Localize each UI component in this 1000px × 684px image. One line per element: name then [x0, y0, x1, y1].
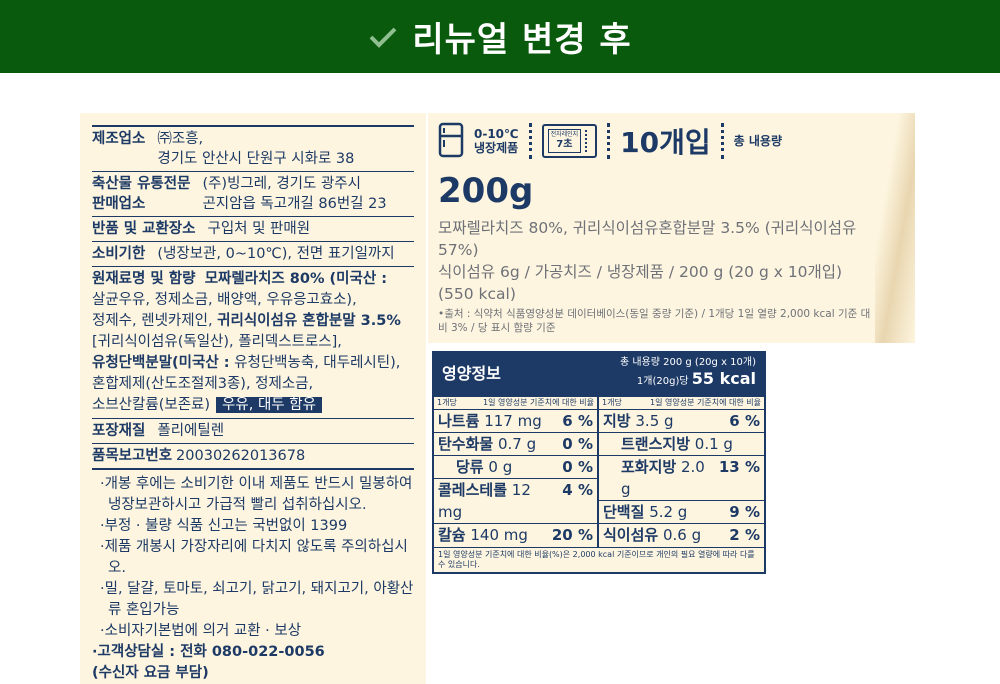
label-panel: 제조업소 ㈜조흥, 경기도 안산시 단원구 시화로 38 축산물 유통전문 판매업소 (주… [80, 113, 426, 684]
label-row: 제조업소 ㈜조흥, 경기도 안산시 단원구 시화로 38 [92, 125, 414, 172]
header-title: 리뉴얼 변경 후 [412, 20, 632, 60]
label-row: 반품 및 교환장소 구입처 및 판매원 [92, 217, 414, 242]
nutrition-table: 영양정보 총 내용량 200 g (20g x 10개) 1개(20g)당 55 … [432, 351, 766, 574]
header-banner: 리뉴얼 변경 후 [0, 0, 1000, 73]
nutrition-subheader: 1개당 1일 영양성분 기준치에 대한 비율 [434, 397, 597, 410]
note-item: ·밀, 달걀, 토마토, 쇠고기, 닭고기, 돼지고기, 아황산류 혼입가능 [100, 581, 414, 618]
nutrition-row: 나트륨 117 mg 6 % [434, 410, 597, 433]
note-item: ·부정 · 불량 식품 신고는 국번없이 1399 [100, 518, 348, 534]
refrigerator-icon [438, 122, 464, 158]
page-fold [875, 113, 915, 343]
note-item: ·개봉 후에는 소비기한 이내 제품도 반드시 밀봉하여 냉장보관하시고 가급적… [100, 476, 413, 513]
nutrition-row: 콜레스테롤 12 mg 4 % [434, 479, 597, 524]
allergen-badge: 우유, 대두 함유 [216, 397, 322, 413]
nutrition-row: 트랜스지방 0.1 g [599, 433, 764, 456]
microwave-icon: 전자레인지 7초 [541, 124, 598, 158]
note-item: ·소비자기본법에 의거 교환 · 보상 [100, 623, 302, 639]
nutrition-row: 포화지방 2.0 g 13 % [599, 456, 764, 501]
report-row: 품목보고번호 20030262013678 [92, 444, 414, 469]
nutrition-subheader: 1개당 1일 영양성분 기준치에 대한 비율 [599, 397, 764, 410]
check-icon [369, 27, 397, 48]
packaging-row: 포장재질 폴리에틸렌 [92, 419, 414, 444]
note-item: ·제품 개봉시 가장자리에 다치지 않도록 주의하십시오. [100, 539, 408, 576]
right-column: 0-10℃ 냉장제품 전자레인지 7초 10개입 총 내용량 200g 모짜렐라치즈… [428, 113, 915, 574]
nutrition-row: 칼슘 140 mg 20 % [438, 526, 593, 544]
notes: ·개봉 후에는 소비기한 이내 제품도 반드시 밀봉하여 냉장보관하시고 가급적… [92, 468, 414, 684]
label-row: 소비기한 (냉장보관, 0~10℃), 전면 표기일까지 [92, 242, 414, 267]
label-row: 축산물 유통전문 판매업소 (주)빙그레, 경기도 광주시 곤지암읍 독고개길 86번… [92, 172, 414, 217]
ingredients: 원재료명 및 함량 모짜렐라치즈 80% (미국산 : 살균우유, 정제소금, … [92, 267, 414, 419]
product-summary: 0-10℃ 냉장제품 전자레인지 7초 10개입 총 내용량 200g 모짜렐라치즈… [428, 113, 915, 343]
